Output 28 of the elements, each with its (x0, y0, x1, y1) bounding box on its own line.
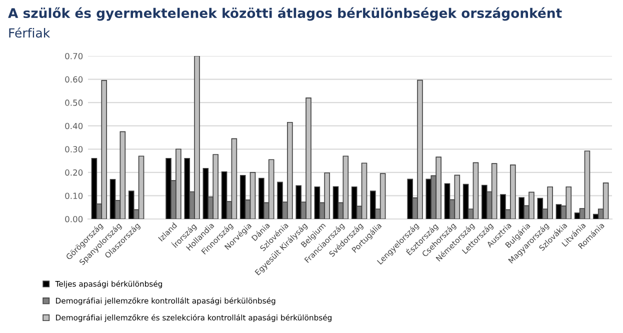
bar (258, 178, 264, 219)
y-tick-label: 0.70 (65, 52, 83, 60)
bar (184, 158, 190, 219)
chart-subtitle: Férfiak (9, 27, 50, 38)
bar (296, 185, 302, 219)
y-tick-label: 0.10 (65, 192, 83, 199)
bar (240, 175, 246, 219)
y-tick-label: 0.60 (65, 76, 83, 83)
bar (128, 190, 134, 219)
y-tick-label: 0.20 (65, 169, 83, 176)
y-tick-label: 0.30 (65, 146, 83, 152)
bar (277, 182, 283, 219)
y-tick-label: 0.00 (65, 216, 83, 222)
bar (166, 158, 172, 219)
bar (91, 158, 98, 219)
chart-title: A szülők és gyermektelenek közötti átlagos bérkülönbségek országonként (8, 7, 562, 21)
bar (462, 184, 469, 219)
bar (518, 197, 524, 219)
bar (332, 186, 339, 219)
y-tick-label: 0.50 (65, 100, 83, 106)
bar (444, 183, 450, 219)
bar (110, 178, 116, 219)
bar (351, 186, 358, 219)
bar (500, 194, 506, 219)
bar (407, 178, 413, 219)
bar (221, 171, 228, 219)
y-tick-label: 0.40 (65, 122, 83, 130)
bar (370, 190, 376, 219)
